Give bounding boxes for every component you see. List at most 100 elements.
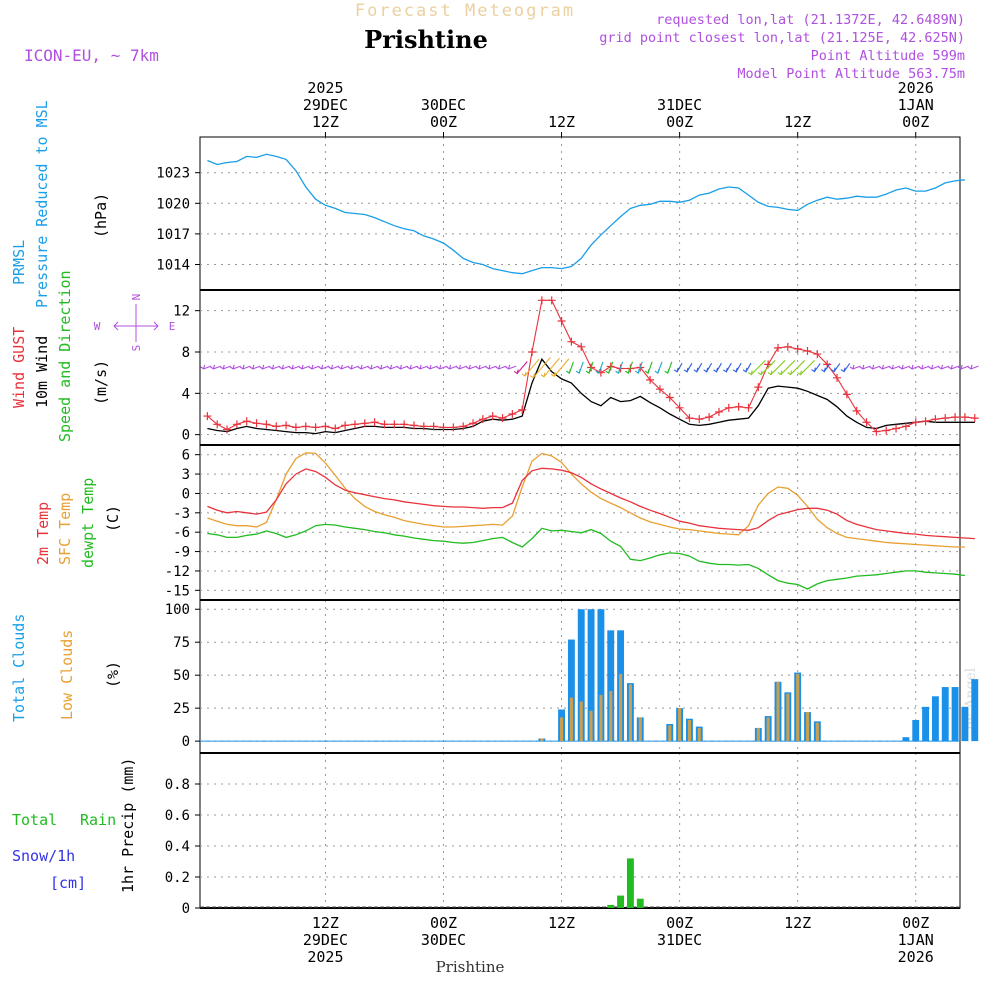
gust-marker bbox=[862, 418, 871, 427]
gridpoint-coords: grid point closest lon,lat (21.125E, 42.… bbox=[599, 30, 965, 46]
gust-marker bbox=[301, 422, 310, 431]
bottom-time-label: 2026 bbox=[898, 948, 934, 966]
wind-arrow-head bbox=[664, 369, 670, 375]
top-time-label: 12Z bbox=[548, 113, 575, 131]
gust-marker bbox=[695, 415, 704, 424]
low-cloud-bar bbox=[638, 717, 642, 742]
pressure-ytick-label: 1023 bbox=[156, 166, 190, 182]
wind-direction-arrow bbox=[911, 365, 920, 370]
dewpt-label: dewpt Temp bbox=[79, 478, 97, 568]
compass-arrowheads bbox=[113, 321, 159, 331]
temperature-ytick-label: -15 bbox=[165, 583, 190, 599]
wind-arrow-head bbox=[200, 364, 206, 370]
clouds-ytick-label: 0 bbox=[182, 734, 190, 750]
sfc-label: SFC Temp bbox=[56, 493, 74, 565]
wind-arrow-head bbox=[673, 367, 679, 373]
wind-arrow-head bbox=[475, 364, 481, 370]
wind-direction-arrow bbox=[921, 365, 930, 370]
gust-marker bbox=[341, 421, 350, 430]
low-cloud-bar bbox=[776, 681, 780, 742]
rain-bar bbox=[626, 858, 634, 908]
precip-side-labels: Total Rain Snow/1h [cm] 1hr Precip (mm) bbox=[12, 758, 137, 893]
wind-direction-arrow bbox=[370, 365, 379, 370]
t2m-line bbox=[207, 467, 975, 540]
bottom-time-label: 12Z bbox=[312, 914, 339, 932]
wind-arrow-head bbox=[654, 369, 660, 375]
gust-marker bbox=[459, 422, 468, 431]
bottom-time-label: 30DEC bbox=[421, 931, 466, 949]
wind-arrow-head bbox=[693, 367, 699, 373]
wind-arrow-head bbox=[377, 364, 383, 370]
cloud-side-labels: Total Clouds Low Clouds (%) bbox=[10, 614, 122, 722]
temperature-ytick-label: 3 bbox=[182, 467, 190, 483]
gust-marker bbox=[754, 383, 763, 392]
wind-ytick-label: 12 bbox=[173, 304, 190, 320]
wind-direction-arrow bbox=[380, 365, 389, 370]
gust-marker bbox=[773, 343, 782, 352]
top-time-label: 1JAN bbox=[898, 96, 934, 114]
wind-direction-arrow bbox=[553, 358, 570, 377]
precip-ytick-label: 0 bbox=[182, 901, 190, 917]
wind-ytick-label: 4 bbox=[182, 386, 190, 402]
wind-direction-arrow bbox=[478, 365, 487, 370]
total-cloud-bar bbox=[912, 720, 920, 742]
wind-direction-arrow bbox=[960, 365, 969, 370]
compass-w: W bbox=[94, 320, 101, 333]
wind-arrow-head bbox=[888, 364, 894, 370]
wind-direction-arrow bbox=[410, 365, 418, 370]
top-time-label: 00Z bbox=[902, 113, 929, 131]
low-cloud-bar bbox=[569, 697, 573, 742]
wind-arrow-head bbox=[722, 367, 728, 373]
total-cloud-bar bbox=[577, 609, 585, 742]
wind-direction-arrow bbox=[449, 365, 458, 370]
gust-marker bbox=[960, 413, 969, 422]
gust-marker bbox=[390, 420, 399, 429]
top-time-label: 00Z bbox=[430, 113, 457, 131]
wind-speed-line bbox=[207, 357, 975, 435]
temp-unit-label: (C) bbox=[104, 505, 122, 532]
gust-marker bbox=[350, 420, 359, 429]
snow-label: Snow/1h bbox=[12, 847, 75, 865]
wind-direction-arrow bbox=[390, 365, 399, 370]
wind-arrow-head bbox=[530, 373, 535, 379]
gust-marker bbox=[941, 414, 950, 423]
rain-label: Rain bbox=[80, 811, 116, 829]
wind-arrow-head bbox=[318, 364, 324, 370]
wind-arrow-head bbox=[347, 364, 353, 370]
wind-speed-dir-label: Speed and Direction bbox=[56, 270, 74, 442]
wind-direction-arrow bbox=[833, 363, 841, 372]
gust-marker bbox=[203, 412, 212, 421]
wind-arrow-head bbox=[957, 364, 963, 370]
total-cloud-bar bbox=[922, 706, 930, 742]
bottom-time-label: 1JAN bbox=[898, 931, 934, 949]
wind-arrow-head bbox=[456, 364, 461, 370]
wind-direction-arrow bbox=[400, 365, 409, 370]
bottom-time-label: 2025 bbox=[307, 948, 343, 966]
temperature-ytick-label: -9 bbox=[173, 545, 190, 561]
gust-marker bbox=[508, 410, 517, 418]
wind-arrow-head bbox=[298, 364, 304, 370]
wind-arrow-head bbox=[387, 364, 393, 370]
wind-arrow-head bbox=[585, 369, 591, 375]
gust-marker bbox=[488, 412, 497, 421]
wind-direction-arrow bbox=[931, 365, 940, 370]
total-cloud-bar bbox=[971, 679, 979, 742]
gust-marker bbox=[429, 422, 438, 431]
wind-arrow-head bbox=[328, 364, 334, 370]
gust-marker bbox=[557, 317, 566, 325]
gust-marker bbox=[223, 425, 232, 434]
wind-arrow-head bbox=[446, 364, 452, 370]
top-time-label: 12Z bbox=[784, 113, 811, 131]
wind-arrow-head bbox=[239, 364, 245, 370]
wind-arrow-head bbox=[787, 370, 793, 376]
gust-marker bbox=[734, 402, 743, 411]
gust-marker bbox=[409, 421, 418, 430]
low-cloud-bar bbox=[687, 720, 691, 742]
compass-rose: N S W E bbox=[94, 294, 176, 352]
gust-marker bbox=[419, 422, 428, 431]
bottom-time-label: 31DEC bbox=[657, 931, 702, 949]
wind-direction-arrow bbox=[770, 360, 786, 375]
gust-marker bbox=[685, 414, 694, 423]
gust-marker bbox=[213, 420, 222, 429]
